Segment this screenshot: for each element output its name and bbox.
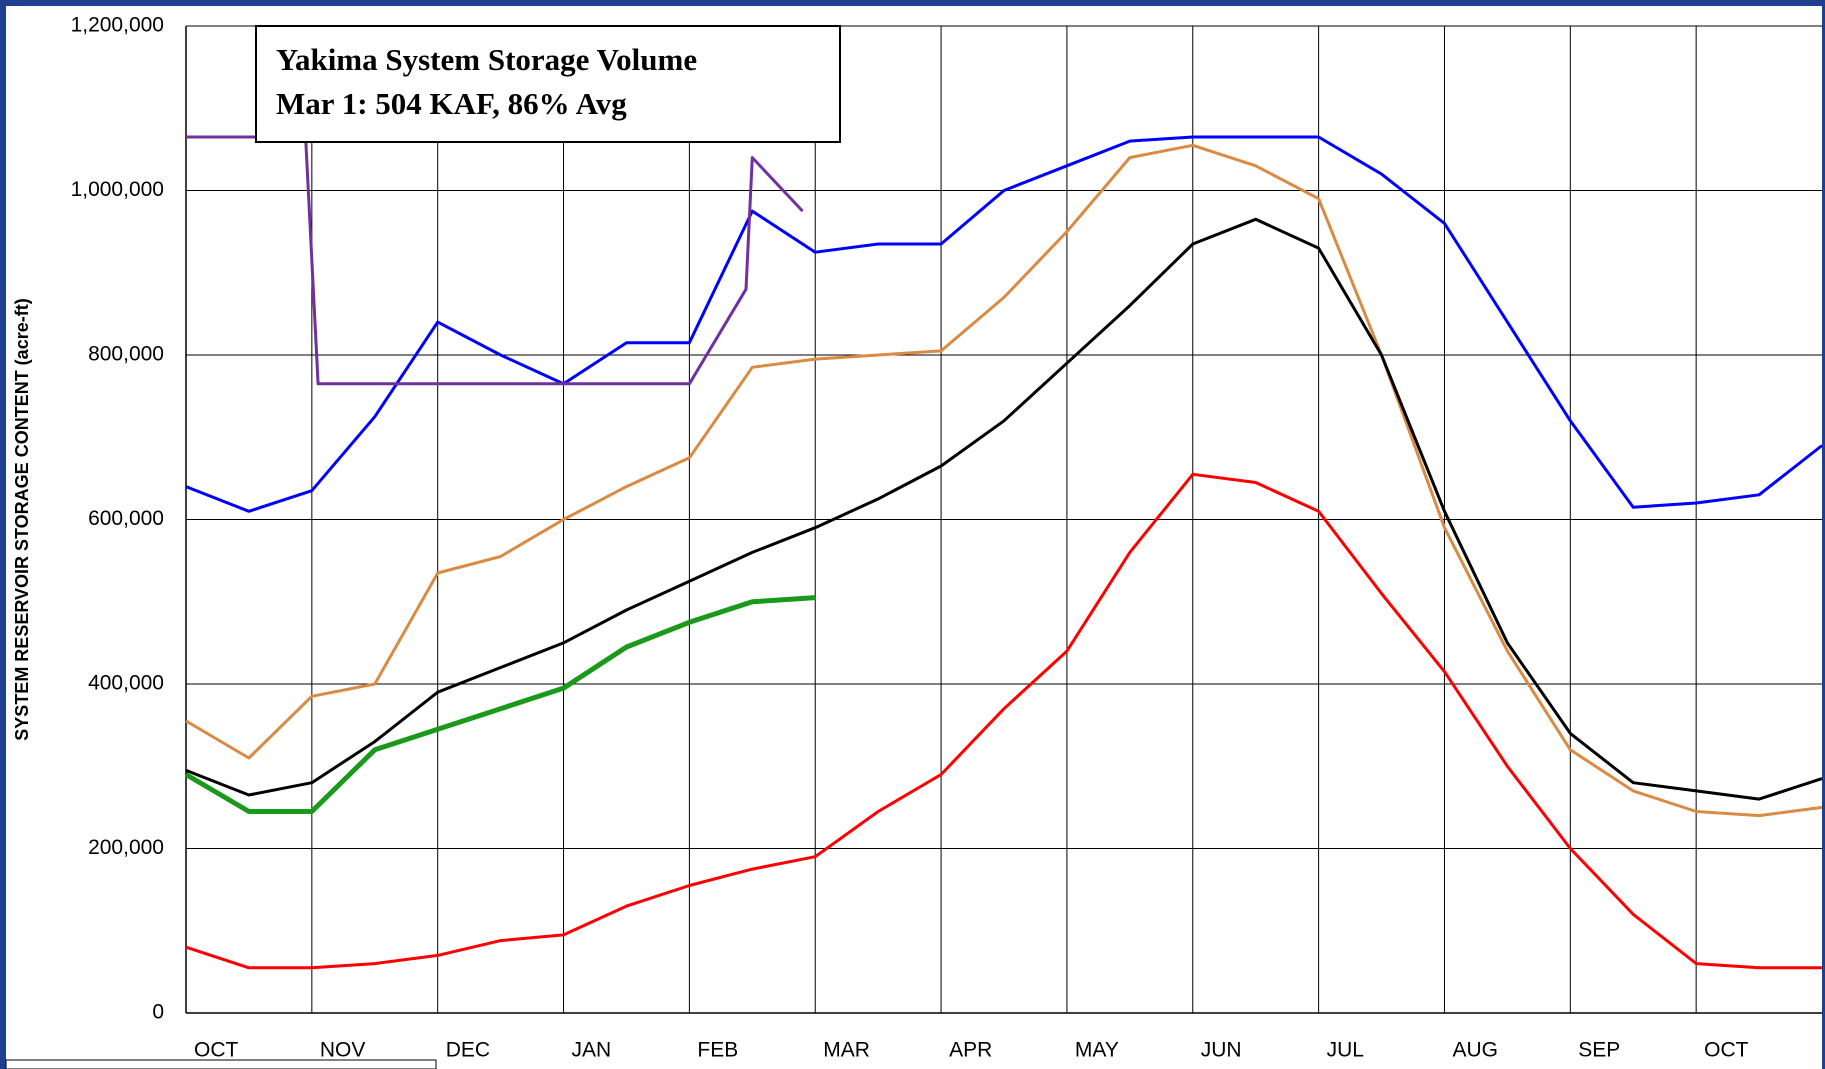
annotation-text: Yakima System Storage Volume (276, 42, 697, 77)
y-tick-label: 200,000 (88, 836, 164, 859)
x-tick-label: OCT (1704, 1039, 1749, 1062)
series-line (185, 143, 1823, 818)
x-tick-label: JUN (1201, 1039, 1242, 1062)
annotation-text: Mar 1: 504 KAF, 86% Avg (276, 86, 627, 121)
y-tick-label: 600,000 (88, 507, 164, 530)
series-line (185, 472, 1822, 970)
x-tick-label: OCT (194, 1039, 239, 1062)
x-tick-label: FEB (697, 1039, 738, 1062)
legend-fragment (5, 1059, 437, 1069)
chart-background (6, 6, 1822, 1069)
x-tick-label: JAN (572, 1039, 612, 1062)
y-tick-label: 0 (152, 1001, 164, 1024)
x-tick-label: AUG (1452, 1039, 1498, 1062)
y-tick-label: 800,000 (88, 343, 164, 366)
y-axis-label: SYSTEM RESERVOIR STORAGE CONTENT (acre-f… (12, 298, 32, 740)
series-line (185, 217, 1823, 801)
x-tick-label: MAY (1075, 1039, 1119, 1062)
series-line (184, 595, 816, 814)
y-tick-label: 1,000,000 (71, 178, 164, 201)
x-tick-label: APR (949, 1039, 992, 1062)
x-tick-label: JUL (1327, 1039, 1364, 1062)
x-tick-label: DEC (446, 1039, 490, 1062)
x-tick-label: NOV (320, 1039, 366, 1062)
y-tick-label: 400,000 (88, 672, 164, 695)
y-tick-label: 1,200,000 (71, 14, 164, 37)
series-line (185, 135, 1823, 513)
x-tick-label: MAR (823, 1039, 870, 1062)
x-tick-label: SEP (1578, 1039, 1620, 1062)
annotation-box (255, 25, 841, 143)
